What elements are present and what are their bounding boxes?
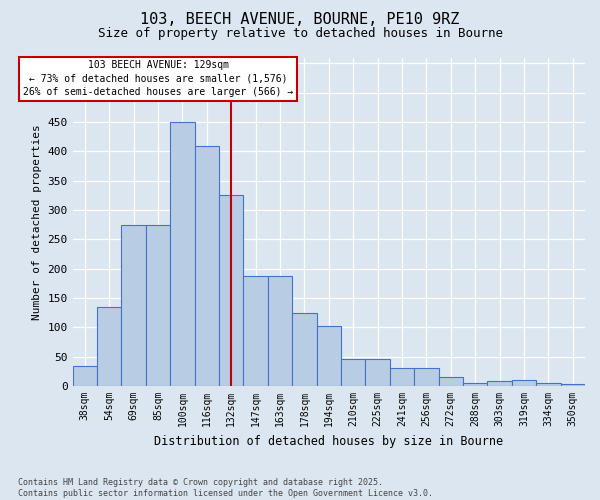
Bar — [463, 383, 487, 386]
Text: Size of property relative to detached houses in Bourne: Size of property relative to detached ho… — [97, 28, 503, 40]
Bar — [146, 224, 170, 386]
Bar — [390, 368, 414, 386]
Bar — [268, 276, 292, 386]
Y-axis label: Number of detached properties: Number of detached properties — [32, 124, 42, 320]
Bar — [365, 359, 390, 386]
Bar — [560, 384, 585, 386]
Bar — [414, 368, 439, 386]
Bar — [73, 366, 97, 386]
Bar — [317, 326, 341, 386]
Bar — [292, 312, 317, 386]
Bar — [244, 276, 268, 386]
Bar — [97, 307, 121, 386]
X-axis label: Distribution of detached houses by size in Bourne: Distribution of detached houses by size … — [154, 434, 503, 448]
Text: Contains HM Land Registry data © Crown copyright and database right 2025.
Contai: Contains HM Land Registry data © Crown c… — [18, 478, 433, 498]
Bar — [170, 122, 194, 386]
Bar — [121, 224, 146, 386]
Bar — [487, 382, 512, 386]
Bar — [219, 196, 244, 386]
Bar — [512, 380, 536, 386]
Bar — [194, 146, 219, 386]
Bar — [341, 359, 365, 386]
Text: 103, BEECH AVENUE, BOURNE, PE10 9RZ: 103, BEECH AVENUE, BOURNE, PE10 9RZ — [140, 12, 460, 28]
Bar — [439, 378, 463, 386]
Text: 103 BEECH AVENUE: 129sqm
← 73% of detached houses are smaller (1,576)
26% of sem: 103 BEECH AVENUE: 129sqm ← 73% of detach… — [23, 60, 293, 97]
Bar — [536, 383, 560, 386]
